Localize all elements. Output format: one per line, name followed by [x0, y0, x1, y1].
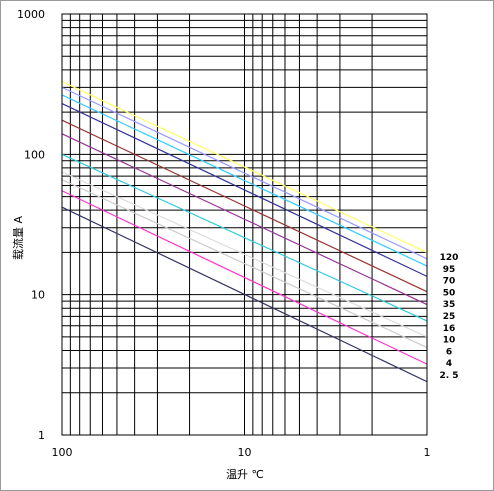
series-label-4: 4	[446, 359, 452, 369]
y-tick-label: 1	[38, 429, 45, 442]
series-line-95	[61, 86, 428, 260]
series-label-25: 25	[443, 312, 456, 322]
tick-labels: 100 10 1 1000 100 10 1	[17, 8, 431, 459]
y-tick-label: 100	[24, 148, 45, 161]
series-line-50	[61, 103, 428, 277]
series-line-35	[61, 119, 428, 293]
series-label-95: 95	[443, 265, 456, 275]
series-line-2.5	[61, 206, 428, 383]
series-line-10	[61, 171, 428, 338]
series-label-50: 50	[443, 288, 456, 298]
grid-lines	[62, 14, 427, 435]
x-tick-label: 10	[238, 446, 252, 459]
y-tick-label: 1000	[17, 8, 45, 21]
series-lines	[61, 81, 428, 383]
series-line-4	[61, 190, 428, 365]
series-label-2.5: 2. 5	[439, 371, 458, 381]
series-line-120	[61, 81, 428, 253]
series-label-6: 6	[446, 347, 452, 357]
series-line-6	[61, 179, 428, 349]
series-line-25	[61, 133, 428, 306]
series-label-10: 10	[443, 336, 456, 346]
x-axis-label: 温升 ℃	[226, 468, 264, 481]
series-label-70: 70	[443, 277, 456, 287]
x-tick-label: 100	[52, 446, 73, 459]
series-label-35: 35	[443, 300, 456, 310]
series-line-16	[61, 153, 428, 322]
y-axis-label: 载流量 A	[11, 216, 25, 260]
series-line-70	[61, 94, 428, 267]
x-tick-label: 1	[424, 446, 431, 459]
plot-border	[61, 13, 428, 436]
series-label-120: 120	[440, 253, 459, 263]
y-tick-label: 10	[31, 289, 45, 302]
series-label-16: 16	[443, 324, 456, 334]
